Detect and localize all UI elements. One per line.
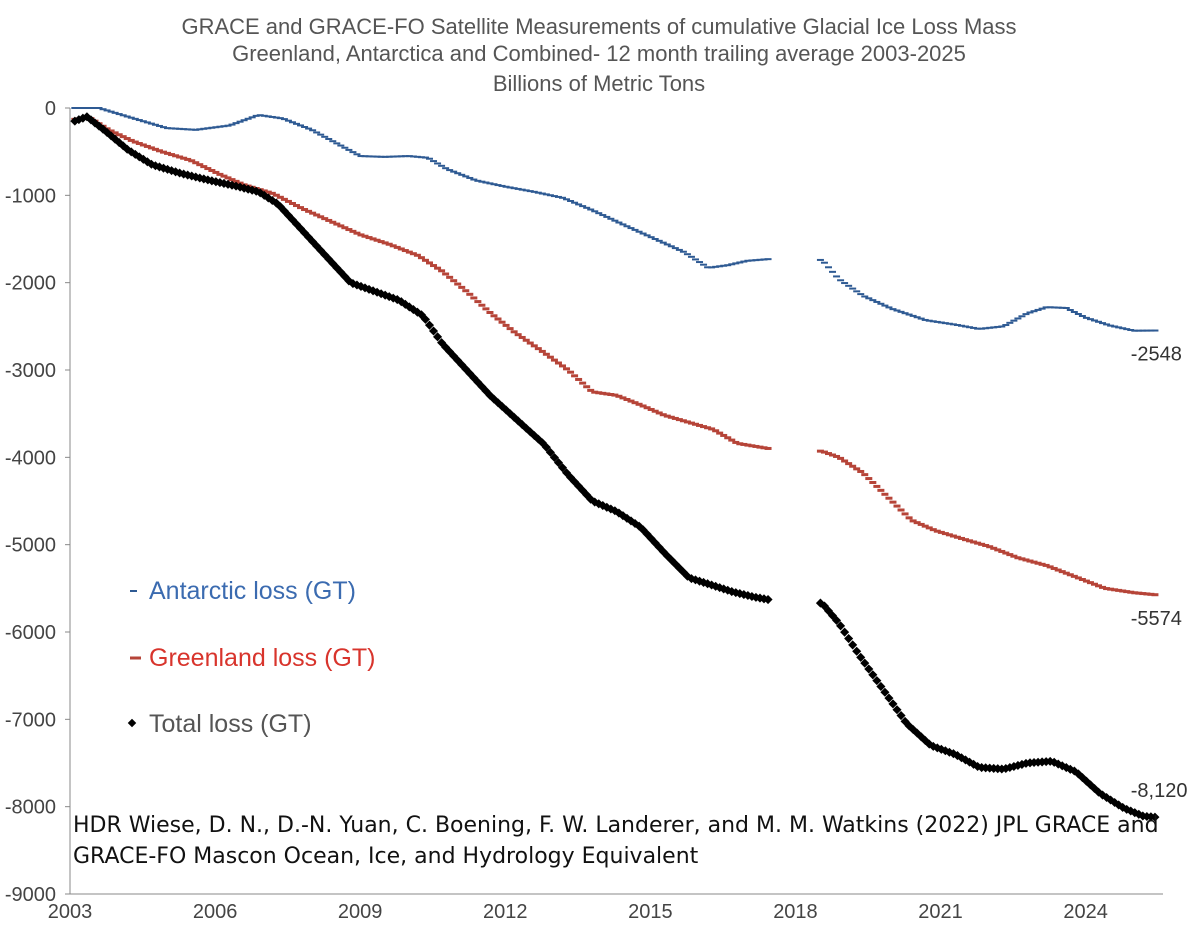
series-layer	[70, 107, 1160, 822]
end-label-greenland: -5574	[1131, 608, 1182, 630]
y-tick-label: -3000	[5, 360, 56, 382]
x-tick-label: 2015	[628, 901, 673, 923]
series-antarctic	[71, 107, 1159, 332]
y-tick-label: -6000	[5, 622, 56, 644]
y-tick-label: -5000	[5, 535, 56, 557]
data-point	[557, 463, 568, 473]
legend-marker-total	[127, 718, 137, 728]
end-label-total: -8,120	[1131, 780, 1188, 802]
chart-title: GRACE and GRACE-FO Satellite Measurement…	[181, 14, 1016, 96]
data-point	[892, 705, 902, 715]
data-point	[884, 693, 894, 703]
data-point	[872, 676, 882, 686]
x-tick-label: 2012	[483, 901, 528, 923]
data-point	[840, 627, 850, 637]
chart-title-line-1: GRACE and GRACE-FO Satellite Measurement…	[181, 14, 1016, 39]
data-point	[549, 452, 559, 463]
data-point	[832, 615, 842, 625]
end-labels: -2548 -5574 -8,120	[1131, 344, 1188, 803]
source-citation: HDR Wiese, D. N., D.-N. Yuan, C. Boening…	[73, 813, 1159, 869]
x-tick-label: 2006	[193, 901, 238, 923]
data-point	[836, 621, 846, 631]
y-axis-ticks: 0 -1000 -2000 -3000 -4000 -5000 -6000 -7000 -800…	[5, 98, 70, 906]
legend-label-antarctic: Antarctic loss (GT)	[149, 577, 356, 605]
y-tick-label: -1000	[5, 185, 56, 207]
data-point	[868, 670, 878, 680]
x-tick-label: 2021	[918, 901, 963, 923]
data-point	[545, 447, 555, 457]
y-tick-label: -8000	[5, 797, 56, 819]
chart-title-line-3: Billions of Metric Tons	[493, 71, 705, 96]
y-tick-label: -2000	[5, 273, 56, 295]
x-tick-label: 2024	[1063, 901, 1108, 923]
data-point	[844, 634, 854, 644]
data-point	[848, 640, 858, 650]
y-tick-label: -7000	[5, 709, 56, 731]
data-point	[876, 681, 886, 691]
data-point	[852, 646, 862, 656]
data-point	[856, 652, 866, 662]
y-tick-label: -4000	[5, 447, 56, 469]
legend-item-total: Total loss (GT)	[127, 710, 312, 738]
legend-item-greenland: Greenland loss (GT)	[130, 644, 375, 672]
data-point	[860, 658, 870, 668]
end-label-antarctic: -2548	[1131, 344, 1182, 366]
y-tick-label: -9000	[5, 884, 56, 906]
x-tick-label: 2009	[338, 901, 383, 923]
legend: Antarctic loss (GT) Greenland loss (GT) …	[127, 577, 375, 738]
legend-label-greenland: Greenland loss (GT)	[149, 644, 375, 672]
data-point	[888, 699, 898, 709]
legend-label-total: Total loss (GT)	[149, 710, 312, 738]
legend-item-antarctic: Antarctic loss (GT)	[130, 577, 356, 605]
x-tick-label: 2018	[773, 901, 818, 923]
data-point	[864, 664, 874, 674]
x-tick-label: 2003	[48, 901, 93, 923]
y-tick-label: 0	[45, 98, 56, 120]
series-greenland	[71, 116, 1159, 597]
data-point	[763, 595, 773, 605]
data-point	[880, 687, 890, 697]
chart-title-line-2: Greenland, Antarctica and Combined- 12 m…	[232, 41, 966, 66]
data-point	[1150, 812, 1160, 822]
data-point	[896, 711, 906, 721]
x-axis-ticks: 2003 2006 2009 2012 2015 2018 2021 2024	[48, 901, 1108, 923]
